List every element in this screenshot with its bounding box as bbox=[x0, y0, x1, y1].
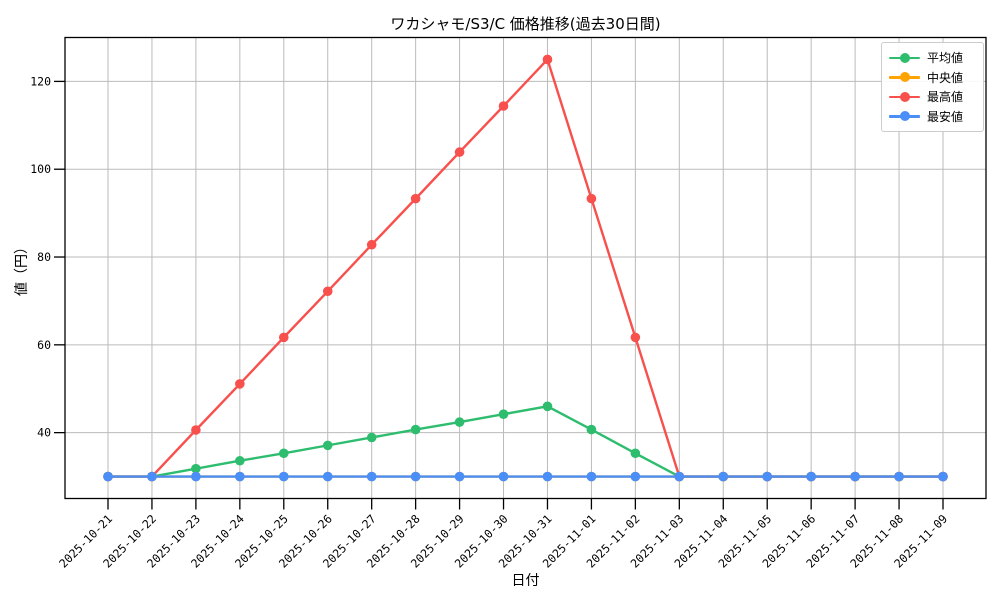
y-tick-label: 120 bbox=[30, 74, 51, 88]
x-axis-tick-labels: 2025-10-212025-10-222025-10-232025-10-24… bbox=[56, 512, 950, 571]
y-axis-label: 値（円） bbox=[14, 240, 30, 296]
axes-border bbox=[64, 36, 987, 500]
y-axis-tick-labels: 40 60 80 100 120 bbox=[30, 74, 51, 439]
legend-label-median: 中央値 bbox=[927, 70, 964, 85]
legend: 平均値 中央値 最高値 最安値 bbox=[881, 42, 984, 132]
legend-label-average: 平均値 bbox=[927, 51, 964, 66]
legend-marker-average bbox=[889, 52, 920, 64]
legend-marker-max bbox=[889, 91, 920, 103]
y-tick-label: 100 bbox=[30, 162, 51, 176]
series-min bbox=[103, 471, 948, 482]
legend-marker-min bbox=[889, 110, 920, 122]
legend-item-median: 中央値 bbox=[889, 68, 976, 88]
chart-title: ワカシャモ/S3/C 価格推移(過去30日間) bbox=[390, 15, 661, 33]
x-axis-ticks bbox=[107, 498, 944, 510]
y-tick-label: 80 bbox=[37, 250, 51, 264]
legend-label-min: 最安値 bbox=[927, 109, 964, 124]
x-axis-label: 日付 bbox=[511, 573, 540, 589]
legend-item-average: 平均値 bbox=[889, 48, 976, 68]
legend-item-min: 最安値 bbox=[889, 107, 976, 127]
legend-item-max: 最高値 bbox=[889, 87, 976, 107]
plot-background bbox=[65, 37, 986, 499]
y-tick-label: 60 bbox=[37, 338, 51, 352]
legend-marker-median bbox=[889, 71, 920, 83]
legend-label-max: 最高値 bbox=[927, 90, 964, 105]
y-tick-label: 40 bbox=[37, 426, 51, 440]
series-min-markers bbox=[103, 471, 948, 482]
y-axis-ticks bbox=[54, 80, 65, 434]
